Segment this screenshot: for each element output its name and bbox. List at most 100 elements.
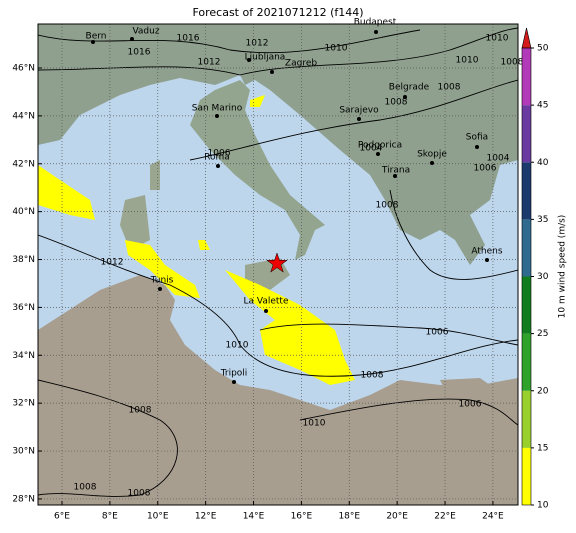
- isobar-label: 1008: [438, 83, 461, 93]
- colorbar-segment: [522, 390, 531, 448]
- colorbar-segment: [522, 333, 531, 391]
- city-dot: [264, 309, 268, 313]
- colorbar-extend: [521, 27, 532, 49]
- city-label: Tunis: [150, 276, 174, 286]
- isobar-label: 1008: [128, 489, 151, 499]
- isobar-label: 1008: [361, 371, 384, 381]
- y-tick-label: 34°N: [12, 351, 35, 361]
- colorbar-tick-label: 25: [537, 329, 548, 339]
- colorbar-tick-label: 20: [537, 386, 549, 396]
- y-tick-label: 44°N: [12, 111, 35, 121]
- x-tick-label: 6°E: [54, 512, 70, 522]
- city-dot: [270, 70, 274, 74]
- city-label: Zagreb: [285, 59, 317, 69]
- isobar-label: 1004: [487, 154, 510, 164]
- city-dot: [130, 37, 134, 41]
- city-dot: [430, 161, 434, 165]
- colorbar-segment: [522, 48, 531, 106]
- y-tick-label: 46°N: [12, 64, 35, 74]
- land-crete: [440, 378, 490, 390]
- city-label: Athens: [471, 247, 502, 257]
- city-dot: [247, 58, 251, 62]
- map-frame: [37, 23, 519, 506]
- city-label: Podgorica: [358, 141, 402, 151]
- isobar-label: 1006: [459, 400, 482, 410]
- city-dot: [232, 380, 236, 384]
- colorbar-tick-label: 50: [537, 44, 549, 54]
- isobar-label: 1012: [101, 258, 124, 268]
- title: Forecast of 2021071212 (f144): [192, 6, 363, 19]
- x-tick-label: 24°E: [482, 512, 504, 522]
- city-dot: [357, 117, 361, 121]
- isobar-label: 1010: [486, 34, 509, 44]
- colorbar-tick-label: 40: [537, 158, 549, 168]
- colorbar-segment: [522, 276, 531, 334]
- city-label: Roma: [204, 153, 230, 163]
- isobar-label: 1008: [129, 406, 152, 416]
- y-tick-label: 36°N: [12, 303, 35, 313]
- city-dot: [374, 30, 378, 34]
- x-tick-label: 16°E: [291, 512, 313, 522]
- colorbar-tick-label: 15: [537, 443, 548, 453]
- city-dot: [216, 164, 220, 168]
- colorbar-tick-label: 30: [537, 272, 549, 282]
- city-label: Vaduz: [132, 27, 159, 37]
- grid: [38, 24, 518, 505]
- colorbar-segment: [522, 447, 531, 505]
- y-tick-label: 30°N: [12, 447, 35, 457]
- star-marker: [266, 252, 288, 273]
- isobar-label: 1006: [474, 164, 497, 174]
- isobar-label: 1010: [303, 419, 326, 429]
- colorbar-label: 10 m wind speed (m/s): [558, 215, 568, 319]
- city-label: Bern: [86, 32, 107, 42]
- city-label: Sofia: [466, 133, 488, 143]
- city-label: Skopje: [417, 150, 447, 160]
- wind-areas: [38, 95, 355, 385]
- isobar-label: 1006: [426, 328, 449, 338]
- x-tick-label: 14°E: [243, 512, 265, 522]
- isobar-label: 1012: [246, 39, 269, 49]
- city-label: Budapest: [354, 18, 397, 28]
- x-tick-label: 8°E: [102, 512, 118, 522]
- x-tick-label: 10°E: [147, 512, 169, 522]
- y-tick-label: 28°N: [12, 494, 35, 504]
- isobar-label: 1010: [325, 44, 348, 54]
- y-tick-label: 32°N: [12, 399, 35, 409]
- land: [38, 24, 518, 265]
- y-tick-label: 40°N: [12, 207, 35, 217]
- city-dot: [403, 95, 407, 99]
- x-tick-label: 18°E: [338, 512, 360, 522]
- isobar-label: 1008: [376, 201, 399, 211]
- y-tick-label: 38°N: [12, 255, 35, 265]
- colorbar-segment: [522, 162, 531, 220]
- city-dot: [475, 145, 479, 149]
- city-dot: [215, 114, 219, 118]
- city-label: Tirana: [381, 166, 410, 176]
- x-tick-label: 22°E: [434, 512, 456, 522]
- isobar-label: 1012: [198, 58, 221, 68]
- isobar-label: 1008: [501, 58, 524, 68]
- isobar-label: 1010: [456, 56, 479, 66]
- isobar-label: 1010: [226, 341, 249, 351]
- city-label: Belgrade: [389, 83, 430, 93]
- map-area: [38, 24, 518, 505]
- city-dot: [158, 287, 162, 291]
- colorbar-tick-label: 35: [537, 215, 548, 225]
- city-dot: [393, 174, 397, 178]
- isobar-label: 1008: [385, 98, 408, 108]
- isobar-label: 1008: [74, 483, 97, 493]
- land-italy: [190, 80, 325, 260]
- isobar-label: 1004: [360, 144, 383, 154]
- isobar-label: 1006: [208, 149, 231, 159]
- city-label: La Valette: [244, 297, 289, 307]
- y-tick-label: 42°N: [12, 159, 35, 169]
- city-label: Sarajevo: [339, 106, 379, 116]
- city-label: Tripoli: [220, 369, 248, 379]
- x-tick-label: 12°E: [195, 512, 217, 522]
- city-dot: [485, 258, 489, 262]
- colorbar-segment: [522, 105, 531, 163]
- x-tick-label: 20°E: [386, 512, 408, 522]
- colorbar-tick-label: 10: [537, 501, 549, 511]
- city-dot: [91, 40, 95, 44]
